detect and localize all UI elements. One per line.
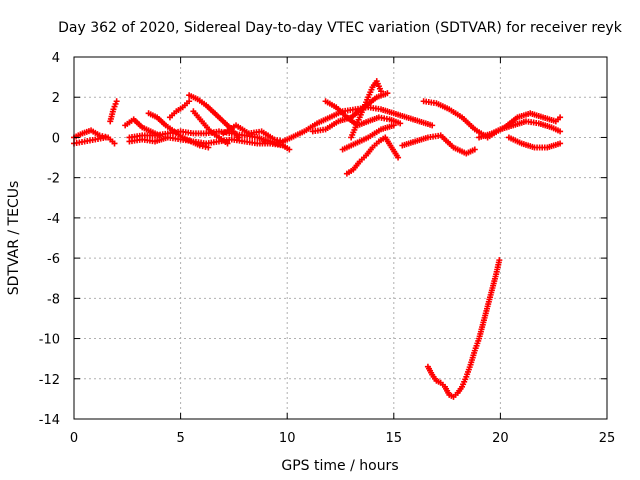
data-point (390, 122, 397, 129)
series-arc-20 (476, 110, 564, 141)
data-point (557, 128, 564, 135)
data-point (186, 98, 193, 105)
y-axis-label: SDTVAR / TECUs (6, 181, 22, 296)
series-arc-15 (348, 78, 385, 141)
series-arc-16 (343, 134, 402, 177)
chart-title: Day 362 of 2020, Sidereal Day-to-day VTE… (58, 20, 623, 36)
y-tick-label: -14 (39, 413, 60, 428)
y-tick-label: -4 (47, 212, 60, 227)
series-arc-21 (505, 134, 564, 151)
y-tick-label: -8 (47, 292, 60, 307)
data-point (111, 140, 118, 147)
series-arc-2 (71, 134, 109, 147)
y-tick-label: -2 (47, 172, 60, 187)
x-tick-label: 0 (70, 431, 78, 446)
data-point (286, 146, 293, 153)
y-tick-label: -10 (39, 333, 60, 348)
series-arc-7 (145, 110, 212, 151)
y-tick-label: 2 (52, 91, 60, 106)
grid (74, 57, 607, 419)
data-point (235, 134, 242, 141)
data-point (557, 140, 564, 147)
data-point (113, 98, 120, 105)
x-tick-label: 25 (599, 431, 616, 446)
data-point (102, 134, 109, 141)
plot-frame (73, 56, 608, 420)
data-point (156, 132, 163, 139)
data-point (496, 257, 503, 264)
series-arc-17 (339, 122, 397, 153)
data-point (384, 90, 391, 97)
data-point (557, 114, 564, 121)
data-point (429, 122, 436, 129)
data-point (378, 88, 385, 95)
data-point (397, 120, 404, 127)
x-tick-label: 15 (386, 431, 403, 446)
x-tick-label: 20 (492, 431, 509, 446)
series-arc-9 (186, 92, 242, 141)
y-tick-label: -6 (47, 252, 60, 267)
y-tick-label: 0 (52, 131, 60, 146)
data-point (471, 146, 478, 153)
data-point (224, 140, 231, 147)
x-tick-label: 5 (176, 431, 184, 446)
series-arc-12 (275, 104, 436, 147)
series-arc-10 (190, 108, 231, 147)
series-arc-18 (399, 132, 478, 157)
x-axis-label: GPS time / hours (281, 458, 398, 474)
series-arc-8 (166, 98, 193, 121)
series-arc-3 (107, 98, 120, 125)
y-tick-label: -12 (39, 373, 60, 388)
y-tick-label: 4 (52, 51, 60, 66)
series-arc-4 (126, 128, 293, 153)
data-points (71, 78, 564, 400)
x-tick-label: 10 (279, 431, 296, 446)
data-point (395, 154, 402, 161)
series-arc-22 (424, 257, 503, 400)
data-point (205, 144, 212, 151)
series-arc-6 (122, 116, 163, 139)
